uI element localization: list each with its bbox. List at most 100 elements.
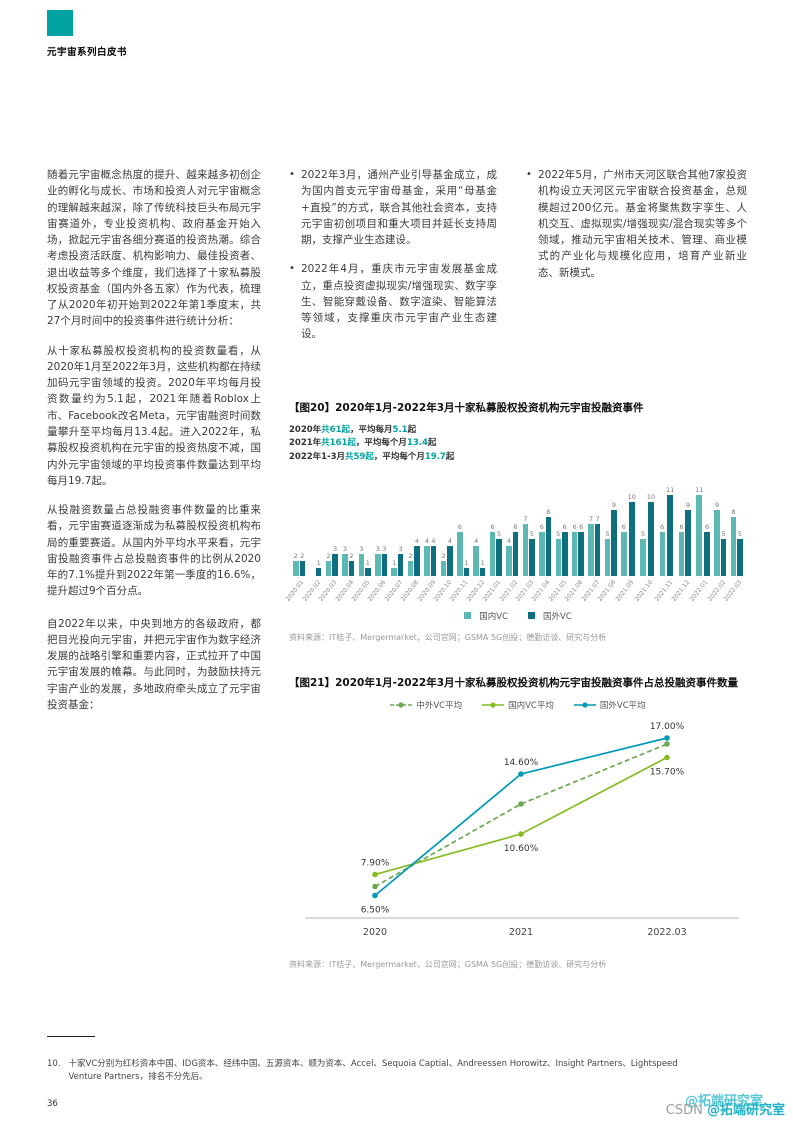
bar-国内VC [640,539,646,576]
svg-text:15.70%: 15.70% [650,768,685,778]
brand-logo-square [47,10,73,36]
bar-month-group: 6 9 2021.12 [671,501,692,602]
bar-month-group: 8 5 2022.03 [723,509,744,603]
bar-month-group: 2 3 2020.03 [318,545,339,602]
bar-month-group: 11 6 2022.01 [689,487,710,603]
bar-value-label: 3 [398,544,403,553]
bar-value-label: 4 [474,537,479,546]
bar-国外VC [479,568,486,576]
bar-value-label: 6 [679,522,684,531]
legend-item: 国内VC [464,610,508,622]
bar-国外VC [667,495,673,576]
bar-month-group: 1 3 2020.07 [383,544,404,602]
bar-国内VC [714,509,720,576]
bar-国内VC [457,531,463,576]
bar-国外VC [720,539,727,576]
list-item: • 2022年4月，重庆市元宇宙发展基金成立，重点投资虚拟现实/增强现实、数字孪… [289,261,497,342]
bar-国外VC [315,568,322,576]
bar-国外VC [348,561,355,576]
bar-value-label: 6 [513,522,518,531]
body-column-left: 随着元宇宙概念热度的提升、越来越多初创企业的孵化与成长、市场和投资人对元宇宙概念… [47,167,261,726]
summary-text: ，平均每月 [350,425,393,436]
list-item: • 2022年5月，广州市天河区联合其他7家投资机构设立天河区元宇宙联合投资基金… [526,167,747,281]
body-column-right: • 2022年5月，广州市天河区联合其他7家投资机构设立天河区元宇宙联合投资基金… [526,167,747,294]
summary-highlight: 共61起 [321,425,351,436]
line-legend: 中外VC平均 国内VC平均 国外VC平均 [289,699,747,711]
legend-item: 中外VC平均 [390,699,462,711]
bar-value-label: 7 [595,515,600,524]
bar-国内VC [730,517,737,576]
bar-value-label: 2 [349,552,354,561]
legend-item: 国外VC平均 [573,699,646,711]
figure-20-summary-2021: 2021年共161起，平均每个月13.4起 [289,437,747,450]
bar-chart-plot: 2 2 2020.01 1 2020.02 2 3 2020.03 3 2 2020.04 3 1 202… [285,476,747,603]
bar-国外VC [629,502,635,576]
bar-国内VC [659,531,665,576]
bar-value-label: 4 [415,537,420,546]
bar-month-group: 9 5 2022.02 [706,501,727,602]
bar-month-group: 5 10 2021.10 [634,494,655,602]
svg-text:7.90%: 7.90% [361,859,390,869]
bar-国外VC [365,568,371,576]
bar-国内VC [678,531,685,576]
bar-国外VC [381,553,388,576]
bar-value-label: 6 [621,522,626,531]
bar-month-group: 5 9 2021.08 [597,500,618,602]
bar-value-label: 5 [640,530,646,539]
summary-text: ，平均每个月 [355,438,407,449]
bar-国内VC [473,546,479,576]
bar-value-label: 7 [588,515,594,524]
bar-value-label: 6 [660,522,665,531]
bar-value-label: 2 [300,552,305,561]
bar-国内VC [489,531,496,576]
bar-value-label: 4 [424,537,430,546]
bar-value-label: 2 [326,552,331,561]
bar-value-label: 4 [447,537,452,546]
bullet-icon: • [289,263,295,275]
paragraph: 从投融资数量占总投融资事件数量的比重来看，元宇宙赛道逐渐成为私募股权投资机构布局… [47,504,261,598]
bar-国外VC [737,539,743,576]
summary-text: 2020年 [289,425,322,436]
bar-国外VC [611,509,617,576]
bar-国外VC [594,524,601,576]
bar-month-group: 1 2020.02 [301,560,322,602]
bar-value-label: 4 [431,537,436,546]
bar-value-label: 6 [562,522,567,531]
bar-value-label: 3 [375,544,380,553]
bar-value-label: 1 [464,559,469,568]
footnote-text: 十家VC分别为红杉资本中国、IDG资本、经纬中国、五源资本、顺为资本、Accel… [68,1059,678,1083]
bar-国内VC [588,524,594,576]
summary-highlight: 19.7 [424,451,446,462]
bar-month-group: 5 6 2021.05 [547,522,568,602]
summary-text: ，平均每个月 [373,451,425,462]
bar-value-label: 5 [721,530,726,539]
svg-text:2020: 2020 [363,927,387,938]
bar-month-group: 2 4 2020.10 [433,537,454,602]
bar-month-group: 6 8 2021.04 [531,508,552,603]
svg-text:2021: 2021 [509,927,533,938]
bar-value-label: 9 [611,500,617,509]
bar-国内VC [358,553,365,576]
summary-highlight: 13.4 [406,438,428,449]
bullet-text: 2022年4月，重庆市元宇宙发展基金成立，重点投资虚拟现实/增强现实、数字孪生、… [301,263,497,341]
bar-value-label: 2 [408,552,413,561]
bar-value-label: 2 [293,552,298,561]
figure-20: 【图20】2020年1月-2022年3月十家私募股权投资机构元宇宙投融资事件 2… [285,401,747,643]
bar-国外VC [545,517,552,576]
bullet-icon: • [289,169,295,180]
legend-item: 国内VC平均 [482,699,554,711]
bar-value-label: 5 [497,530,502,539]
bar-month-group: 6 10 2021.09 [615,494,636,602]
bar-value-label: 7 [523,515,528,524]
legend-line-marker-icon [390,702,413,708]
bar-国外VC [648,502,654,576]
bar-value-label: 8 [546,508,551,517]
bar-value-label: 6 [572,522,577,531]
bar-month-group: 4 4 2020.09 [416,537,437,602]
bar-国内VC [506,546,512,576]
legend-swatch-icon [528,612,535,620]
summary-highlight: 共161起 [321,438,356,449]
bar-value-label: 6 [579,522,584,531]
footnote-divider [47,1036,95,1037]
